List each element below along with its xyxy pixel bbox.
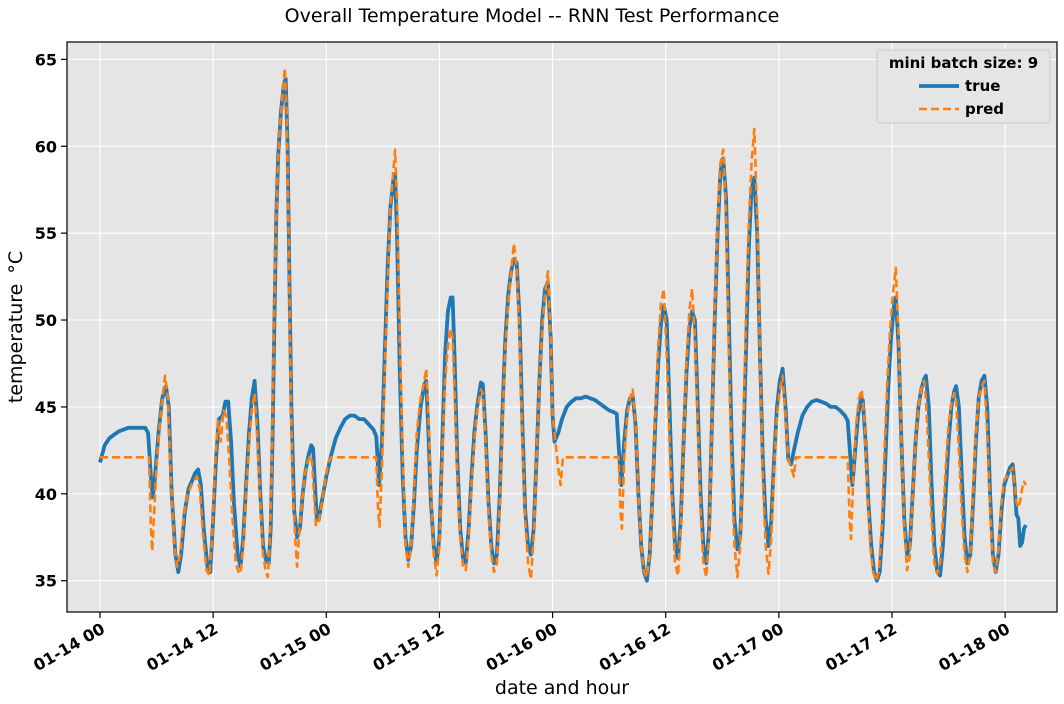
x-tick-label: 01-17 12 [822, 619, 900, 675]
chart-title: Overall Temperature Model -- RNN Test Pe… [285, 5, 780, 27]
x-tick-label: 01-14 00 [30, 619, 108, 675]
y-tick-label: 35 [35, 572, 57, 591]
y-axis-title-unit: °C [5, 251, 27, 274]
plot-background [67, 42, 1057, 612]
legend-label-true: true [965, 77, 1000, 95]
x-tick-label: 01-18 00 [935, 619, 1013, 675]
y-tick-label: 60 [35, 137, 57, 156]
plot-frame [66, 41, 1058, 613]
legend: mini batch size: 9 true pred [876, 49, 1051, 124]
x-tick-label: 01-14 12 [143, 619, 221, 675]
series-line-pred [100, 66, 1028, 582]
series-group [98, 66, 1028, 583]
y-tick-label: 45 [35, 398, 57, 417]
x-tick-label: 01-15 00 [256, 619, 334, 675]
y-axis-title: temperature °C [5, 251, 27, 403]
legend-items: true pred [919, 77, 1004, 118]
legend-title: mini batch size: 9 [889, 54, 1038, 72]
y-axis: 35 40 45 50 55 60 65 [35, 50, 67, 591]
y-tick-label: 40 [35, 485, 57, 504]
x-axis: 01-14 00 01-14 12 01-15 00 01-15 12 01-16 00… [30, 612, 1013, 675]
x-axis-title: date and hour [495, 677, 629, 699]
y-axis-title-text: temperature [5, 284, 27, 403]
y-tick-label: 55 [35, 224, 57, 243]
x-tick-label: 01-16 00 [483, 619, 561, 675]
x-tick-label: 01-17 00 [709, 619, 787, 675]
x-tick-label: 01-16 12 [596, 619, 674, 675]
x-tick-label: 01-15 12 [369, 619, 447, 675]
y-tick-label: 50 [35, 311, 57, 330]
legend-box [876, 49, 1051, 124]
y-tick-label: 65 [35, 50, 57, 69]
legend-label-pred: pred [965, 100, 1004, 118]
